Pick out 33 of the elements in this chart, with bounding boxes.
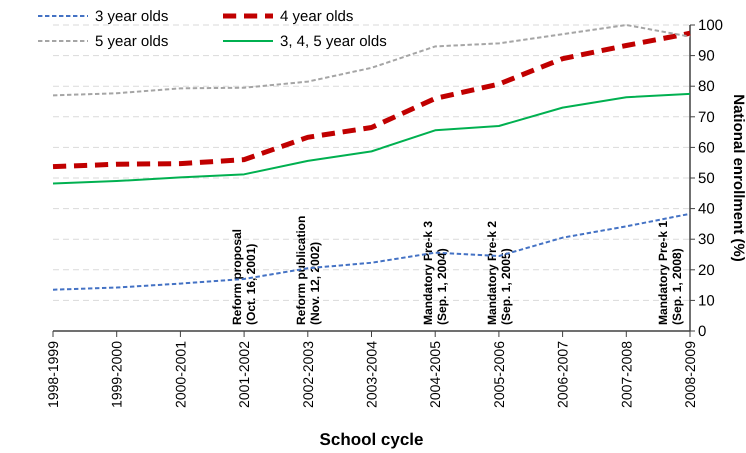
x-tick-label: 1999-2000	[108, 340, 125, 408]
y-tick-label: 40	[698, 200, 715, 218]
x-tick-label: 2001-2002	[236, 340, 252, 408]
y-tick-label: 70	[698, 108, 715, 126]
y-tick-label: 80	[698, 78, 715, 96]
legend-label: 3, 4, 5 year olds	[280, 33, 387, 50]
x-tick-label: 1998-1999	[45, 340, 61, 408]
annotation: Mandatory Pre-k 3 (Sep. 1, 2004)	[421, 220, 450, 325]
y-axis-title: National enrollment (%)	[730, 94, 746, 262]
x-tick-label: 2005-2006	[490, 340, 507, 408]
y-tick-label: 100	[698, 17, 724, 34]
legend-label: 5 year olds	[95, 33, 168, 50]
line-series	[52, 92, 691, 185]
x-tick-label: 2008-2009	[682, 340, 698, 408]
y-tick-label: 20	[698, 262, 715, 279]
legend-label: 4 year olds	[280, 8, 354, 25]
y-tick-label: 50	[698, 170, 715, 187]
annotation: Mandatory Pre-k 1 (Sep. 1, 2008)	[656, 220, 684, 325]
x-axis-title: School cycle	[320, 430, 424, 449]
y-tick-label: 30	[698, 231, 715, 248]
y-tick-label: 0	[698, 323, 706, 340]
x-tick-label: 2002-2003	[300, 340, 316, 408]
line-series	[52, 24, 691, 96]
x-tick-label: 2004-2005	[427, 340, 444, 408]
y-tick-label: 10	[698, 292, 715, 310]
x-tick-label: 2007-2008	[618, 340, 634, 408]
y-tick-label: 90	[698, 48, 715, 65]
x-tick-label: 2006-2007	[554, 340, 571, 408]
x-tick-label: 2000-2001	[172, 340, 188, 408]
x-tick-label: 2003-2004	[364, 340, 380, 408]
y-tick-label: 60	[698, 139, 715, 156]
legend-label: 3 year olds	[95, 8, 168, 25]
annotation: Reform proposal (Oct. 16, 2001)	[230, 228, 258, 325]
